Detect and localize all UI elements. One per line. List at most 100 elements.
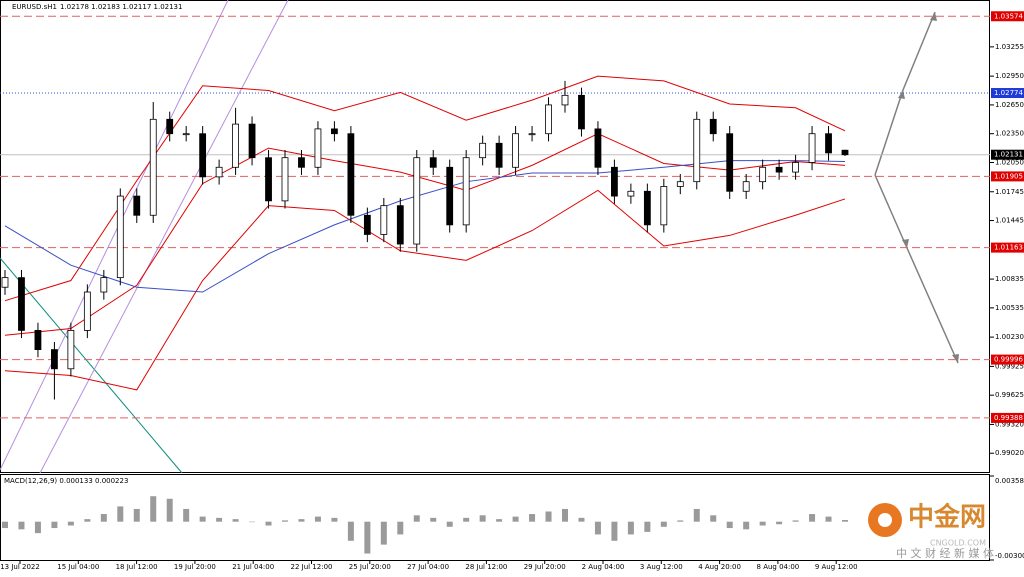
macd-bar [34,521,41,534]
candle-body [199,133,207,178]
macd-bar [512,516,519,522]
macd-bar [594,521,601,535]
y-tick-label: 1.02650 [995,101,1024,109]
marker-tag [991,88,1024,99]
candle-body [248,123,256,159]
candle-body [462,157,470,226]
y-tick-label: 1.01445 [995,217,1024,225]
candle-body [429,157,437,168]
candle-body [726,133,734,192]
candle-body [561,94,569,106]
level-label: 0.99996 [994,356,1023,364]
macd-bar [842,519,848,522]
candle-body [742,181,750,192]
macd-bar [446,521,453,527]
candle-body [51,349,58,370]
level-label: 1.01163 [994,244,1023,252]
y-tick-label: 0.99925 [995,362,1024,370]
macd-bar [166,498,173,522]
price-tag [991,149,1024,160]
macd-bar [150,496,157,522]
macd-bar [611,521,618,541]
macd-bar [545,511,552,522]
candle-body [446,166,454,226]
macd-bar [627,521,634,535]
macd-bar [199,516,206,522]
x-tick-label: 4 Aug 20:00 [698,563,741,571]
candle-body [693,118,701,183]
indicator-line [4,75,846,302]
arrow-head [902,239,909,248]
site: CNGOLD.COM [930,539,986,548]
candle-body [298,157,305,168]
x-tick-label: 19 Jul 20:00 [174,563,216,571]
level-tag [991,354,1024,365]
quote: 1.02178 1.02183 1.02117 1.02131 [60,3,182,11]
marker-label: 1.02774 [994,89,1023,97]
x-tick-label: 29 Jul 20:00 [524,563,566,571]
candle-body [627,190,635,197]
y-tick-label: 0.99320 [995,420,1024,428]
macd-bar [660,521,667,527]
trend-line [0,257,183,474]
arrow-head [952,354,959,363]
drawings [0,0,959,474]
macd-bar [331,517,338,522]
macd-bar [100,514,107,522]
macd-bar [792,520,799,522]
candle-body [759,166,767,183]
macd-bar [463,517,470,522]
x-tick-label: 22 Jul 12:00 [291,563,333,571]
brand: 中金网 [908,502,986,533]
candle-body [34,330,42,351]
macd-bar [413,515,420,522]
macd-tick-label: 0.003588 [995,477,1024,485]
candle-body [841,149,849,156]
y-tick-label: 0.99625 [995,391,1024,399]
candle-body [215,166,223,178]
candle-body [380,205,388,235]
macd-bar [380,521,387,545]
x-tick-label: 2 Aug 04:00 [582,563,625,571]
x-tick-label: 9 Aug 12:00 [815,563,858,571]
macd-bar [216,517,223,522]
candle-body [709,118,717,135]
candle-body [133,195,141,216]
macd-bar [51,521,58,529]
price-label: 1.02131 [994,151,1023,159]
macd-bar [644,521,651,532]
macd-bar [18,521,25,530]
candle-body [100,277,108,293]
y-tick-label: 0.99020 [995,449,1024,457]
candle-body [265,157,272,202]
candle-body [166,118,174,135]
macd-bar [776,521,783,525]
candle-body [331,128,338,135]
watermark: 中金网 CNGOLD.COM 中 文 财 经 新 媒 体 [868,502,994,560]
x-tick-label: 3 Aug 12:00 [640,563,683,571]
macd-bar [347,521,354,541]
macd-bar [496,519,503,522]
y-tick-label: 1.02050 [995,158,1024,166]
x-tick-label: 25 Jul 20:00 [349,563,391,571]
candle-body [83,291,91,331]
macd-bar [578,517,585,522]
x-tick-label: 8 Aug 04:00 [757,563,800,571]
macd-bar [809,514,816,522]
x-tick-label: 18 Jul 12:00 [116,563,158,571]
y-tick-label: 1.00835 [995,275,1024,283]
macd-bar [677,520,684,522]
candle-body [512,133,519,168]
level-tag [991,171,1024,182]
logo-inner [878,513,892,527]
candle-body [1,277,9,288]
candle-body [396,205,404,245]
candle-body [578,94,585,130]
macd-bar [430,517,437,522]
indicator-line [4,189,846,391]
macd-bar [282,520,288,522]
macd-bar [759,521,766,526]
candle-body [479,142,487,159]
